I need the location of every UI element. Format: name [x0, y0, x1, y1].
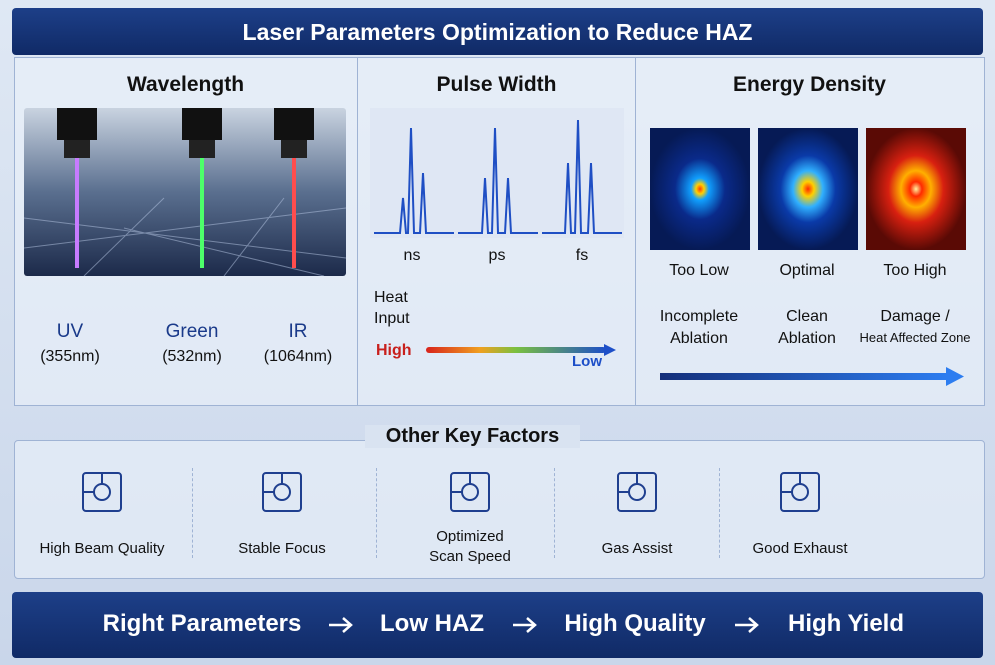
high-label: High: [376, 342, 412, 359]
factor-label: Good Exhaust: [752, 540, 848, 557]
wavelength-label: Green: [165, 321, 219, 342]
factor-label: Stable Focus: [238, 540, 326, 557]
factors-panel: [14, 440, 985, 579]
title: Laser Parameters Optimization to Reduce …: [242, 19, 753, 45]
footer-step: Low HAZ: [380, 610, 484, 637]
level-label: Too Low: [669, 262, 729, 279]
factor-icon: [82, 472, 122, 512]
laser-image: [24, 108, 346, 276]
text: Heat: [374, 289, 408, 306]
level-result: Ablation: [670, 330, 728, 347]
level-result: Clean: [786, 308, 828, 325]
factor-divider: [376, 468, 377, 558]
energy-arrow: [660, 367, 964, 386]
footer-arrow: [735, 617, 759, 633]
factor-icon: [262, 472, 302, 512]
factor-divider: [718, 468, 720, 558]
wavelength-value: (355nm): [40, 348, 100, 365]
section-title: Energy Density: [733, 73, 886, 96]
footer-step: Right Parameters: [102, 610, 302, 637]
factor-label: Optimized: [436, 528, 504, 545]
level-result: Heat Affected Zone: [859, 330, 971, 345]
factor-icon: [780, 472, 820, 512]
footer-arrow: [513, 617, 537, 633]
wavelength-value: (1064nm): [263, 348, 333, 365]
factor-label: High Beam Quality: [39, 540, 165, 557]
level-result: Incomplete: [659, 308, 739, 325]
footer-step: High Quality: [564, 610, 706, 637]
pulse-label: fs: [575, 247, 589, 264]
title-bar: Laser Parameters Optimization to Reduce …: [12, 8, 983, 55]
level-label: Optimal: [779, 262, 835, 279]
section-title: Other Key Factors: [365, 425, 580, 448]
factor-divider: [553, 468, 555, 558]
footer-bar: [12, 592, 983, 658]
wavelength-value: (532nm): [162, 348, 222, 365]
section-title: Wavelength: [126, 73, 245, 96]
low-label: Low: [572, 353, 602, 370]
level-label: Too High: [883, 262, 947, 279]
wavelength-label: IR: [288, 321, 308, 342]
divider: [357, 57, 358, 405]
heat-input-label: Heat Input: [374, 287, 410, 329]
factor-icon: [450, 472, 490, 512]
factor-label: Scan Speed: [429, 548, 511, 565]
pulse-graphic: [370, 108, 624, 238]
factor-divider: [192, 468, 193, 558]
footer-step: High Yield: [787, 610, 904, 637]
factor-label: Gas Assist: [601, 540, 673, 557]
wavelength-label: UV: [56, 321, 84, 342]
pulse-label: ps: [488, 247, 506, 264]
divider: [635, 57, 636, 405]
footer-arrow: [329, 617, 353, 633]
level-result: Damage /: [880, 308, 950, 325]
heatmaps: [650, 128, 966, 250]
factor-icon: [617, 472, 657, 512]
level-result: Ablation: [778, 330, 836, 347]
heat-arrow: [426, 344, 616, 356]
text: Input: [374, 310, 410, 327]
section-title: Pulse Width: [436, 73, 557, 96]
pulse-label: ns: [403, 247, 421, 264]
